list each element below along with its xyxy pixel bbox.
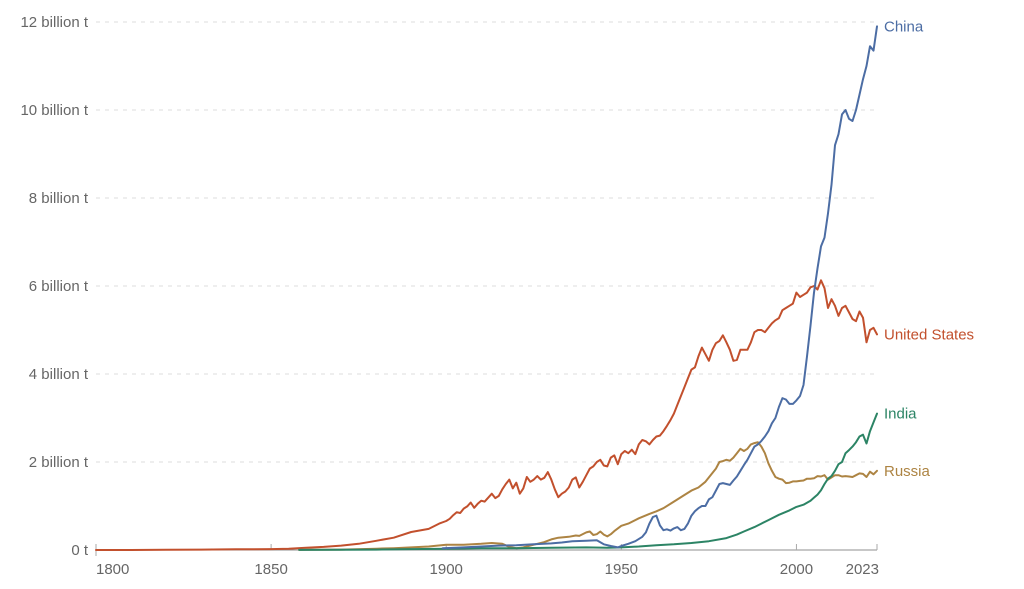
series-line-united-states[interactable] (95, 279, 878, 551)
series-line-china[interactable] (441, 25, 878, 550)
series-line-india[interactable] (298, 412, 878, 551)
y-tick-label-2: 2 billion t (29, 454, 89, 471)
y-tick-label-0: 0 t (71, 542, 89, 559)
y-tick-label-10: 10 billion t (20, 102, 88, 119)
series-end-label-india: India (884, 406, 917, 423)
y-tick-label-4: 4 billion t (29, 366, 89, 383)
x-tick-label-1950: 1950 (605, 561, 638, 578)
y-tick-label-8: 8 billion t (29, 190, 89, 207)
x-tick-label-1800: 1800 (96, 561, 129, 578)
series-end-label-united-states: United States (884, 326, 974, 343)
y-tick-label-12: 12 billion t (20, 14, 88, 31)
y-tick-label-6: 6 billion t (29, 278, 89, 295)
series-line-russia[interactable] (298, 441, 878, 551)
x-tick-label-1900: 1900 (430, 561, 463, 578)
series-end-label-china: China (884, 18, 924, 35)
x-tick-label-1850: 1850 (254, 561, 287, 578)
x-tick-label-2023: 2023 (846, 561, 879, 578)
series-end-label-russia: Russia (884, 463, 931, 480)
x-tick-label-2000: 2000 (780, 561, 813, 578)
